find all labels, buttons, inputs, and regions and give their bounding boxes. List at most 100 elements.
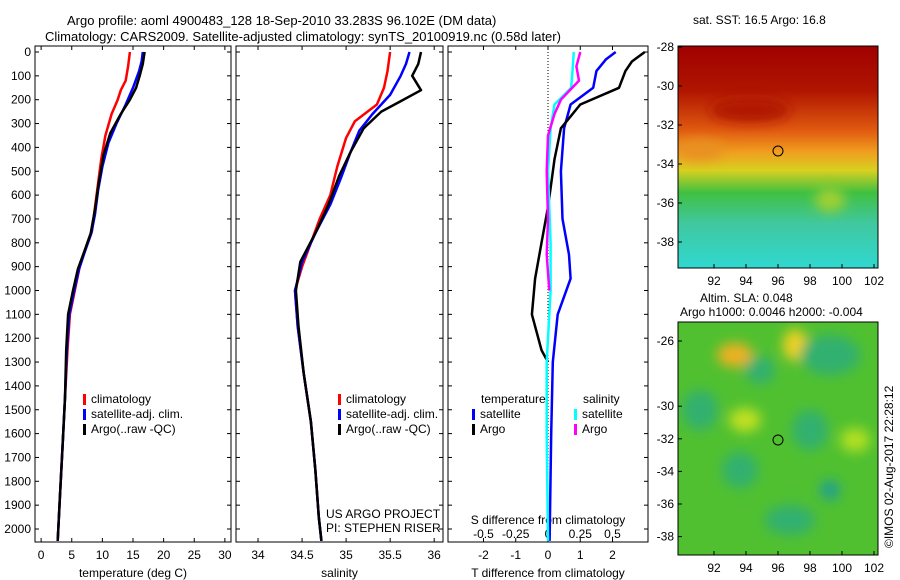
y-tick-label: 0 [24,45,31,59]
lat-tick-label: -36 [657,497,675,511]
legend-swatch [83,409,86,420]
series-satellite [56,51,145,541]
legend-label: Argo(..raw -QC) [346,422,431,436]
legend-label: satellite-adj. clim. [346,407,438,421]
lon-tick-label: 98 [803,561,817,575]
lat-tick-label: -30 [657,79,675,93]
x2-tick-label: 0.5 [604,527,621,541]
series-t-satellite [548,50,617,541]
legend-swatch [83,424,86,435]
x-tick-label: 0 [38,548,45,562]
lat-tick-label: -36 [657,196,675,210]
legend-label: satellite-adj. clim. [91,407,183,421]
lon-tick-label: 94 [739,561,753,575]
x-axis-label: salinity [321,566,358,580]
y-tick-label: 900 [11,260,31,274]
x-tick-label: 20 [157,548,171,562]
legend-label: satellite [582,407,623,421]
legend-title: salinity [583,392,620,406]
y-tick-label: 1200 [4,331,31,345]
legend-swatch [338,394,341,405]
y-tick-label: 1100 [5,307,31,321]
y-tick-label: 1400 [4,379,31,393]
lat-tick-label: -38 [657,235,675,249]
lat-tick-label: -34 [657,157,675,171]
lon-tick-label: 100 [832,561,852,575]
y-tick-label: 1300 [4,355,31,369]
x-tick-label: -1 [510,548,521,562]
panel-frame [235,45,444,543]
legend-label: Argo(..raw -QC) [91,422,176,436]
y-tick-label: 300 [11,117,31,131]
x-axis-label: temperature (deg C) [79,566,187,580]
lon-tick-label: 94 [739,274,753,288]
series-climatology [56,51,132,541]
series-argo [294,51,423,542]
x-tick-label: 1 [577,548,584,562]
x-tick-label: 35.5 [378,548,402,562]
y-tick-label: 1800 [4,474,31,488]
x-tick-label: 34.5 [290,548,314,562]
y-tick-label: 2000 [4,522,31,536]
title-line-2: Climatology: CARS2009. Satellite-adjuste… [45,29,561,44]
legend-label: climatology [91,392,151,406]
title-line-1: Argo profile: aoml 4900483_128 18-Sep-20… [67,13,497,28]
lat-tick-label: -26 [657,334,675,348]
lon-tick-label: 102 [864,274,884,288]
x-tick-label: 5 [68,548,75,562]
x-tick-label: 36 [428,548,442,562]
lat-tick-label: -28 [657,40,675,54]
y-tick-label: 200 [11,93,31,107]
y-tick-label: 1500 [4,403,31,417]
x2-tick-label: 0.25 [569,527,593,541]
lat-tick-label: -30 [657,399,675,413]
panel-difference: -2 -1 0 1 2 T difference from climatology -0.5… [447,45,649,580]
y-tick-label: 800 [11,236,31,250]
panel-salinity: 34 34.5 35 35.5 36 salinity climatologysatelli… [235,45,444,580]
lat-tick-label: -34 [657,464,675,478]
x2-tick-label: -0.25 [502,527,530,541]
panel-temperature: 0100200300400500600700800900100011001200… [4,45,232,580]
legend-swatch [83,394,86,405]
x-tick-label: 2 [609,548,616,562]
sst-map-title: sat. SST: 16.5 Argo: 16.8 [693,13,826,27]
lat-tick-label: -32 [657,118,675,132]
legend-swatch [472,424,475,435]
legend-title: temperature [481,392,546,406]
x-tick-label: 25 [188,548,202,562]
y-tick-label: 1600 [4,427,31,441]
panel-frame [34,45,232,543]
lon-tick-label: 98 [803,274,817,288]
legend-label: climatology [346,392,406,406]
series-climatology [293,51,392,542]
series-argo [56,51,146,541]
lon-tick-label: 102 [864,561,884,575]
x-tick-label: 34 [251,548,265,562]
y-tick-label: 700 [11,212,31,226]
lon-tick-label: 96 [771,561,785,575]
credit-text: ©IMOS 02-Aug-2017 22:28:12 [882,385,896,548]
y-tick-label: 400 [11,140,31,154]
sla-map-title-2: Argo h1000: 0.0046 h2000: -0.004 [680,305,863,319]
y-tick-label: 1000 [4,284,31,298]
legend-swatch [574,424,577,435]
argo-location-marker [772,434,784,446]
lat-tick-label: -38 [657,530,675,544]
sst-map [677,45,879,269]
lat-tick-label: -32 [657,432,675,446]
lon-tick-label: 92 [707,561,721,575]
argo-location-marker [772,145,784,157]
x-tick-label: 30 [218,548,232,562]
sla-map [677,321,879,556]
x-tick-label: 15 [126,548,140,562]
y-tick-label: 100 [11,69,31,83]
legend-swatch [338,409,341,420]
y-tick-label: 500 [11,164,31,178]
y-tick-label: 600 [11,188,31,202]
x2-tick-label: -0.5 [473,527,494,541]
pi-annotation: PI: STEPHEN RISER [326,521,441,535]
x-tick-label: 10 [96,548,110,562]
legend-label: satellite [480,407,521,421]
